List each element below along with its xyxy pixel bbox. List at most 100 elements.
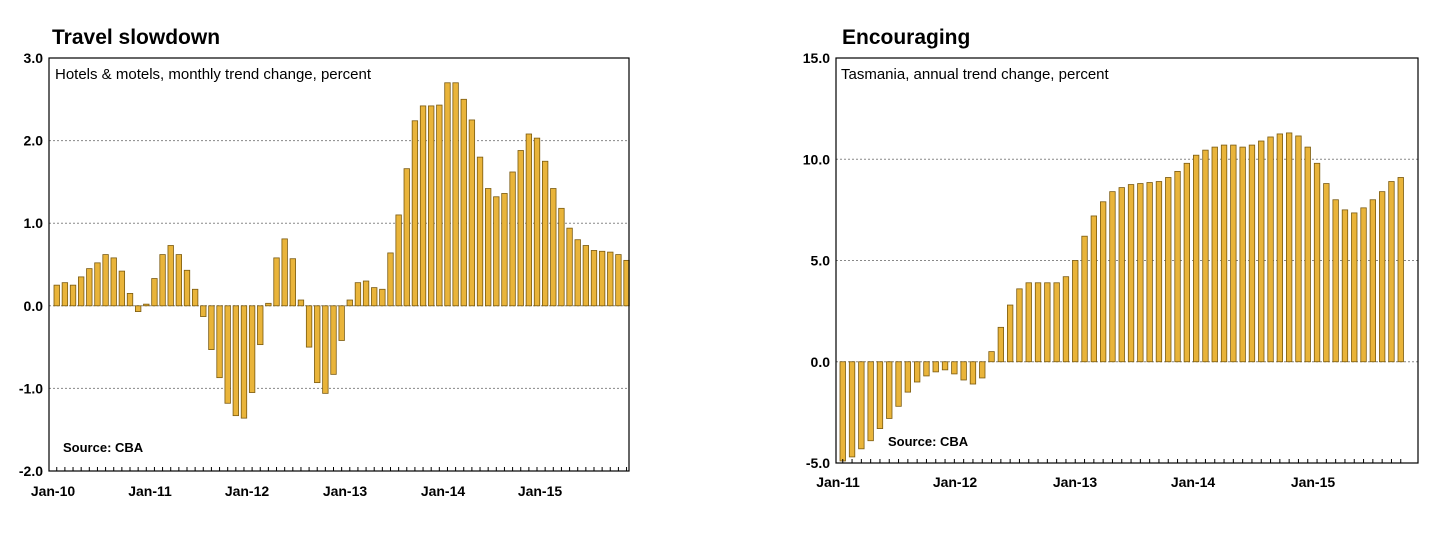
y-tick-label: 3.0 — [24, 50, 44, 66]
chart-bar — [1360, 207, 1367, 363]
chart-bar — [102, 254, 109, 307]
chart-bar — [493, 196, 500, 307]
chart-bar — [338, 305, 345, 341]
chart-bar — [590, 250, 598, 307]
chart-bar — [582, 245, 589, 307]
y-tick-label: 0.0 — [811, 354, 831, 370]
chart-bar — [1369, 199, 1376, 363]
chart-bar — [1332, 199, 1339, 363]
chart-bar — [1100, 201, 1107, 363]
chart-bar — [281, 238, 288, 307]
chart-bar — [485, 188, 492, 307]
chart-bar — [1239, 146, 1246, 363]
x-tick-label: Jan-14 — [421, 483, 466, 499]
chart-bar — [110, 257, 117, 307]
chart-bar — [598, 250, 606, 307]
chart-bar — [979, 361, 986, 379]
chart-bar — [1397, 177, 1404, 363]
y-tick-label: 10.0 — [803, 151, 830, 167]
chart-bar — [1146, 182, 1153, 363]
chart-bar — [476, 156, 484, 307]
chart-bar — [265, 302, 272, 307]
chart-bar — [297, 299, 305, 307]
chart-bar — [379, 288, 386, 307]
chart-bar — [839, 361, 846, 462]
chart-bar — [1248, 144, 1256, 363]
chart-bar — [1016, 288, 1023, 363]
chart-bar — [411, 120, 419, 307]
chart-bar — [257, 305, 264, 346]
chart-bar — [240, 305, 248, 419]
chart-bar — [914, 361, 921, 383]
chart-bar — [951, 361, 958, 375]
y-tick-label: 5.0 — [811, 253, 831, 269]
chart-bar — [428, 105, 435, 307]
chart-bar — [346, 299, 353, 307]
chart-subtitle: Hotels & motels, monthly trend change, p… — [55, 66, 372, 83]
chart-bar — [167, 245, 174, 307]
chart-bar — [932, 361, 939, 373]
chart-bar — [1295, 135, 1302, 363]
chart-bar — [1276, 133, 1283, 363]
y-tick-label: -2.0 — [19, 463, 43, 479]
chart-bar — [1034, 282, 1042, 363]
chart-bar — [1388, 181, 1395, 363]
chart-bar — [509, 171, 516, 307]
y-tick-label: 0.0 — [24, 298, 44, 314]
chart-bar — [1230, 144, 1237, 363]
chart-bar — [362, 280, 370, 307]
chart-bar — [1109, 191, 1116, 363]
chart-bar — [1044, 282, 1051, 363]
chart-bar — [1341, 209, 1349, 363]
chart-bar — [886, 361, 893, 419]
chart-bar — [1286, 132, 1293, 363]
chart-source: Source: CBA — [63, 440, 144, 455]
chart-bar — [175, 254, 183, 307]
chart-bar — [134, 305, 142, 312]
chart-bar — [273, 257, 280, 307]
chart-bar — [126, 293, 134, 307]
chart-bar — [419, 105, 427, 307]
y-tick-label: -5.0 — [806, 455, 830, 471]
chart-bar — [1193, 154, 1200, 363]
chart-bar — [1183, 162, 1190, 363]
chart-bar — [1211, 146, 1218, 363]
chart-bar — [61, 282, 69, 307]
chart-bar — [615, 254, 622, 307]
chart-bar — [1118, 187, 1125, 363]
chart-bar — [289, 258, 296, 307]
x-tick-label: Jan-12 — [225, 483, 270, 499]
chart-bar — [322, 305, 329, 394]
chart-bar — [1127, 184, 1135, 363]
chart-bar — [69, 284, 77, 307]
chart-bar — [452, 82, 459, 307]
chart-bar — [330, 305, 337, 375]
chart-bar — [436, 104, 443, 307]
chart-bar — [1072, 260, 1079, 363]
x-tick-label: Jan-14 — [1171, 474, 1216, 490]
chart-bar — [159, 254, 166, 307]
x-tick-label: Jan-15 — [1291, 474, 1336, 490]
chart-bar — [607, 251, 614, 307]
chart-bar — [53, 284, 60, 307]
chart-bar — [248, 305, 256, 393]
chart-bar — [923, 361, 930, 377]
plot-frame — [48, 57, 630, 472]
chart-bar — [542, 160, 549, 307]
x-tick-label: Jan-11 — [128, 483, 172, 499]
chart-bar — [354, 282, 362, 307]
chart-bar — [183, 269, 191, 307]
chart-bar — [1090, 215, 1097, 363]
chart-bar — [1025, 282, 1032, 363]
chart-bar — [468, 119, 476, 307]
chart-bar — [867, 361, 874, 442]
chart-bar — [941, 361, 949, 371]
chart-bar — [305, 305, 313, 348]
chart-bar — [848, 361, 856, 458]
chart-bar — [1007, 304, 1014, 363]
x-tick-label: Jan-12 — [933, 474, 978, 490]
plot-frame — [835, 57, 1419, 464]
chart-bar — [1220, 144, 1228, 363]
